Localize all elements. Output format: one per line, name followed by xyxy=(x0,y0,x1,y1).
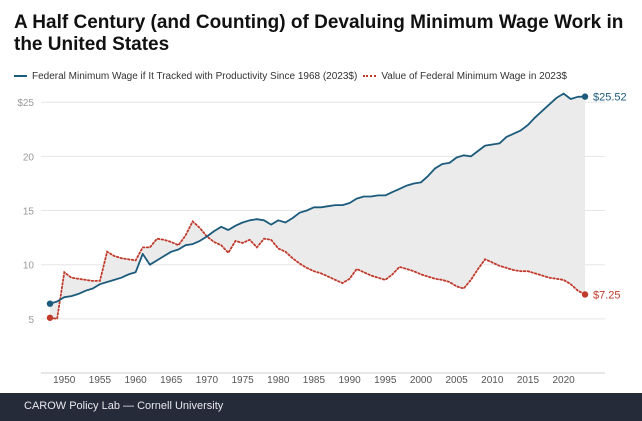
x-tick-label: 1990 xyxy=(338,375,361,386)
x-tick-label: 1950 xyxy=(53,375,76,386)
x-tick-label: 1980 xyxy=(267,375,290,386)
start-point-productivity xyxy=(46,300,54,307)
legend-label-actual: Value of Federal Minimum Wage in 2023$ xyxy=(381,70,567,82)
x-tick-label: 2020 xyxy=(552,375,575,386)
x-tick-label: 1970 xyxy=(196,375,219,386)
legend-swatch-productivity xyxy=(14,75,27,77)
y-tick-label: 10 xyxy=(23,261,35,272)
series-line-productivity xyxy=(49,92,586,305)
x-tick-label: 2005 xyxy=(445,375,468,386)
line-chart: 5 10 15 20 $25 1950 1955 1960 1965 1970 1975 1980 19… xyxy=(17,92,627,386)
end-point-productivity xyxy=(581,93,589,100)
x-tick-label: 2010 xyxy=(481,375,504,386)
footer-credit: CAROW Policy Lab — Cornell University xyxy=(24,400,224,412)
fill-layer xyxy=(50,93,585,319)
end-point-actual xyxy=(581,291,589,298)
end-label-productivity: $25.52 xyxy=(593,92,627,104)
label-layer: $25.52 $7.25 xyxy=(593,92,627,302)
chart-title: A Half Century (and Counting) of Devalui… xyxy=(14,12,624,55)
x-tick-label: 1960 xyxy=(124,375,147,386)
series-line-actual xyxy=(49,219,586,320)
x-tick-label: 1965 xyxy=(160,375,183,386)
gap-shading xyxy=(50,93,585,319)
legend-swatch-actual xyxy=(363,75,377,77)
end-label-actual: $7.25 xyxy=(593,289,621,301)
x-tick-label: 1985 xyxy=(303,375,326,386)
legend-label-productivity: Federal Minimum Wage if It Tracked with … xyxy=(32,70,358,82)
legend-item-productivity: Federal Minimum Wage if It Tracked with … xyxy=(14,71,357,82)
footer-bar: CAROW Policy Lab — Cornell University xyxy=(0,393,642,421)
start-point-actual xyxy=(46,314,54,321)
x-tick-label: 1995 xyxy=(374,375,397,386)
y-tick-label: $25 xyxy=(17,98,34,109)
x-tick-label: 1955 xyxy=(89,375,112,386)
y-tick-label: 20 xyxy=(23,152,35,163)
legend: Federal Minimum Wage if It Tracked with … xyxy=(14,69,567,83)
legend-item-actual: Value of Federal Minimum Wage in 2023$ xyxy=(363,71,567,82)
y-tick-label: 5 xyxy=(28,315,34,326)
y-tick-label: 15 xyxy=(23,207,35,218)
x-tick-label: 2000 xyxy=(410,375,433,386)
x-tick-label: 1975 xyxy=(231,375,254,386)
x-tick-label: 2015 xyxy=(517,375,540,386)
line-layer xyxy=(46,92,589,321)
